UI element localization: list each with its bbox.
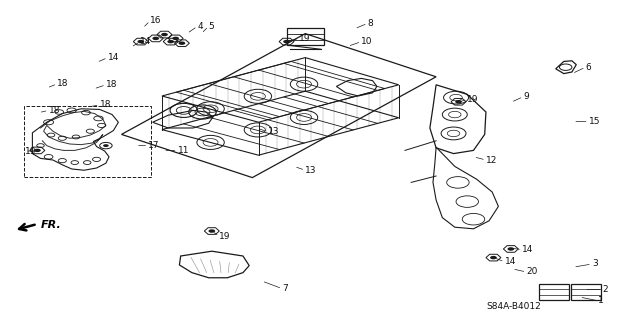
Text: 14: 14: [505, 257, 516, 266]
Text: 20: 20: [526, 268, 538, 276]
Circle shape: [209, 229, 215, 233]
Circle shape: [455, 100, 462, 103]
Text: FR.: FR.: [40, 220, 61, 230]
Text: 7: 7: [282, 284, 288, 293]
Circle shape: [153, 37, 159, 40]
Text: 16: 16: [150, 16, 161, 25]
Text: 9: 9: [523, 92, 529, 101]
Text: 18: 18: [49, 106, 60, 115]
Text: 17: 17: [148, 141, 159, 150]
Text: 19: 19: [467, 95, 478, 104]
Circle shape: [179, 42, 185, 45]
Circle shape: [490, 256, 497, 259]
Text: 18: 18: [100, 100, 111, 109]
Circle shape: [103, 144, 109, 147]
Text: 19: 19: [219, 232, 231, 241]
Text: 14: 14: [108, 53, 119, 62]
Bar: [24, 106, 151, 177]
Text: 2: 2: [602, 285, 608, 294]
Text: 6: 6: [586, 63, 591, 72]
Text: 19: 19: [299, 34, 310, 43]
Bar: [287, 28, 324, 45]
Text: 1: 1: [598, 296, 604, 305]
Circle shape: [138, 40, 144, 43]
Text: 13: 13: [305, 166, 316, 175]
Circle shape: [508, 247, 514, 251]
Text: 4: 4: [197, 22, 203, 31]
Text: 3: 3: [592, 260, 597, 268]
Text: 19: 19: [25, 147, 36, 156]
Text: 8: 8: [368, 19, 373, 28]
Text: 13: 13: [268, 127, 279, 136]
Bar: [539, 284, 569, 300]
Text: 11: 11: [178, 146, 189, 155]
Circle shape: [161, 33, 168, 36]
Text: 12: 12: [486, 156, 497, 164]
Text: 15: 15: [589, 117, 600, 126]
Circle shape: [173, 37, 179, 40]
Bar: [571, 284, 601, 300]
Circle shape: [34, 149, 40, 152]
Text: 10: 10: [361, 37, 373, 46]
Text: S84A-B4012: S84A-B4012: [486, 302, 541, 311]
Circle shape: [283, 40, 290, 43]
Text: 14: 14: [140, 37, 151, 46]
Text: 18: 18: [106, 80, 117, 89]
Circle shape: [168, 40, 174, 43]
Text: 14: 14: [522, 245, 533, 254]
Text: 5: 5: [209, 22, 214, 31]
Text: 18: 18: [57, 79, 69, 88]
